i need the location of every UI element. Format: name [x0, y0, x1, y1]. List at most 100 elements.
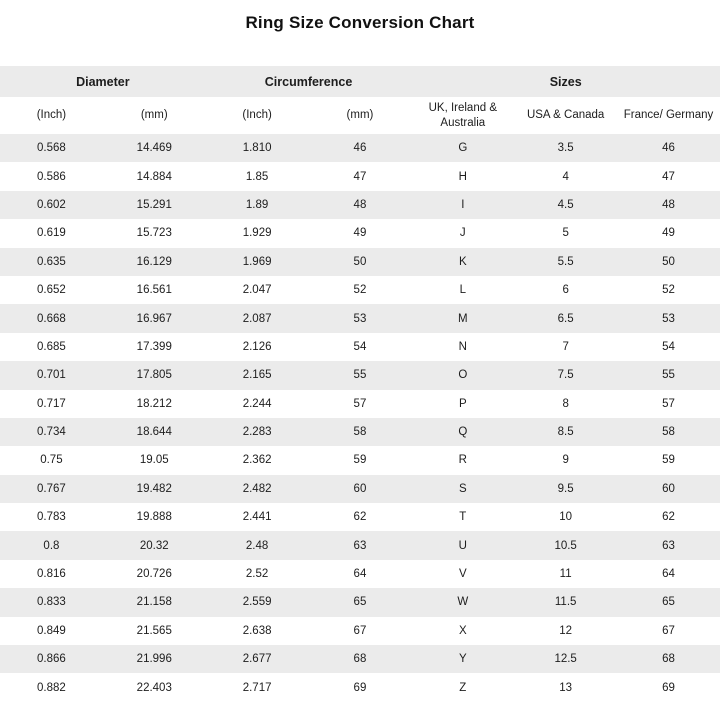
table-cell: 69 [353, 681, 367, 694]
table-cell: 2.52 [245, 568, 269, 581]
table-cell: 2.126 [242, 340, 272, 353]
table-cell: 5.5 [557, 255, 574, 268]
table-row: 0.685 17.399 2.126 54 N 7 54 [0, 332, 720, 362]
page-title: Ring Size Conversion Chart [245, 13, 475, 32]
table-cell: Q [458, 426, 468, 439]
table-cell: 17.805 [136, 369, 172, 382]
table-cell: 2.283 [242, 426, 272, 439]
col-header-usa-canada: USA & Canada [514, 97, 618, 134]
table-cell: N [458, 340, 467, 353]
column-header-row: (Inch) (mm) (Inch) (mm) UK, Ireland & Au… [0, 97, 720, 134]
table-row: 0.717 18.212 2.244 57 P 8 57 [0, 389, 720, 418]
table-cell: 62 [353, 511, 367, 524]
table-row: 0.882 22.403 2.717 69 Z 13 69 [0, 673, 720, 702]
table-cell: 53 [662, 312, 675, 325]
table-cell: 0.717 [37, 397, 66, 410]
table-cell: 0.75 [40, 454, 63, 467]
table-cell: 2.677 [242, 653, 272, 666]
table-row: 0.568 14.469 1.810 46 G 3.5 46 [0, 134, 720, 163]
table-cell: 52 [353, 284, 367, 297]
table-cell: 12.5 [554, 653, 577, 666]
table-row: 0.849 21.565 2.638 67 X 12 67 [0, 616, 720, 646]
table-cell: 67 [353, 624, 367, 637]
col-header-uk-ireland-australia: UK, Ireland & Australia [411, 97, 515, 134]
table-cell: 59 [662, 454, 675, 467]
table-cell: 11.5 [554, 596, 577, 609]
column-group-sizes: Sizes [411, 66, 720, 97]
table-row: 0.767 19.482 2.482 60 S 9.5 60 [0, 474, 720, 504]
table-cell: 57 [353, 397, 367, 410]
table-cell: 67 [662, 624, 675, 637]
table-row: 0.586 14.884 1.85 47 H 4 47 [0, 162, 720, 191]
table-cell: 49 [353, 227, 367, 240]
table-row: 0.833 21.158 2.559 65 W 11.5 65 [0, 588, 720, 617]
table-cell: 1.969 [242, 255, 272, 268]
table-cell: 2.482 [242, 482, 272, 495]
table-cell: 16.129 [136, 255, 172, 268]
table-cell: 62 [662, 511, 675, 524]
table-cell: 0.767 [37, 482, 66, 495]
table-cell: 1.85 [245, 170, 269, 183]
table-cell: 17.399 [136, 340, 172, 353]
table-row: 0.619 15.723 1.929 49 J 5 49 [0, 219, 720, 248]
table-row: 0.8 20.32 2.48 63 U 10.5 63 [0, 531, 720, 560]
table-cell: 65 [662, 596, 675, 609]
table-cell: 5 [562, 227, 569, 240]
table-cell: 53 [353, 312, 367, 325]
table-cell: 0.833 [37, 596, 66, 609]
column-group-diameter: Diameter [0, 66, 206, 97]
table-cell: 2.717 [242, 681, 272, 694]
table-cell: 0.602 [37, 198, 66, 211]
table-cell: 9 [562, 454, 569, 467]
table-cell: 19.888 [136, 511, 172, 524]
table-cell: 46 [353, 142, 367, 155]
table-cell: 19.482 [136, 482, 172, 495]
table-cell: J [459, 227, 466, 240]
table-cell: 0.701 [37, 369, 66, 382]
table-cell: P [458, 397, 467, 410]
table-cell: 49 [662, 227, 675, 240]
table-cell: O [458, 369, 468, 382]
table-cell: 4 [562, 170, 569, 183]
table-row: 0.783 19.888 2.441 62 T 10 62 [0, 503, 720, 532]
table-cell: 8.5 [557, 426, 574, 439]
table-cell: 14.469 [136, 142, 172, 155]
table-cell: 64 [353, 568, 367, 581]
table-cell: 54 [662, 340, 675, 353]
table-cell: 2.047 [242, 284, 272, 297]
table-cell: 0.668 [37, 312, 66, 325]
table-cell: K [458, 255, 467, 268]
table-cell: 7.5 [557, 369, 574, 382]
table-cell: 15.723 [136, 227, 172, 240]
table-cell: 2.087 [242, 312, 272, 325]
table-cell: 0.734 [37, 426, 66, 439]
table-cell: 0.635 [37, 255, 66, 268]
table-cell: 12 [559, 624, 573, 637]
table-cell: 0.568 [37, 142, 66, 155]
table-cell: 47 [353, 170, 367, 183]
table-cell: 14.884 [136, 170, 172, 183]
table-row: 0.816 20.726 2.52 64 V 11 64 [0, 559, 720, 589]
table-cell: 0.866 [37, 653, 66, 666]
table-row: 0.734 18.644 2.283 58 Q 8.5 58 [0, 417, 720, 447]
table-cell: 9.5 [557, 482, 574, 495]
table-cell: 63 [662, 539, 675, 552]
table-cell: V [458, 568, 467, 581]
table-cell: 0.882 [37, 681, 66, 694]
table-cell: 65 [353, 596, 367, 609]
table-cell: I [461, 198, 465, 211]
table-cell: 68 [353, 653, 367, 666]
table-cell: 2.559 [242, 596, 272, 609]
table-cell: 2.362 [242, 454, 272, 467]
table-cell: 1.89 [245, 198, 269, 211]
table-cell: 54 [353, 340, 367, 353]
table-cell: 4.5 [557, 198, 574, 211]
table-cell: 64 [662, 568, 675, 581]
table-cell: 16.561 [136, 284, 172, 297]
table-cell: M [458, 312, 468, 325]
table-cell: H [458, 170, 467, 183]
table-cell: 50 [353, 255, 367, 268]
table-cell: 0.619 [37, 227, 66, 240]
table-cell: 57 [662, 397, 675, 410]
table-cell: 2.638 [242, 624, 272, 637]
